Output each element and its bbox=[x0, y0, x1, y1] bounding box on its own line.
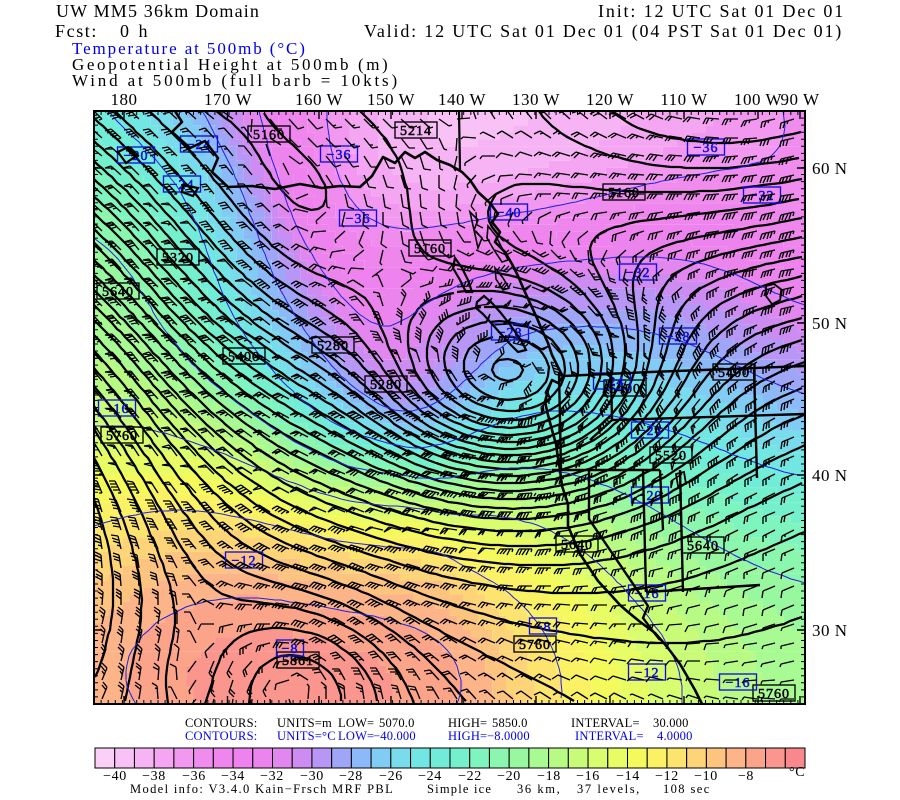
svg-text:−12: −12 bbox=[232, 554, 257, 569]
svg-text:5861: 5861 bbox=[282, 654, 314, 669]
svg-text:5160: 5160 bbox=[414, 242, 446, 257]
svg-text:−16: −16 bbox=[105, 402, 130, 417]
svg-text:5520: 5520 bbox=[655, 449, 687, 464]
svg-text:−36: −36 bbox=[694, 141, 719, 156]
svg-text:−8: −8 bbox=[282, 642, 299, 657]
svg-text:5760: 5760 bbox=[758, 687, 790, 702]
svg-text:5280: 5280 bbox=[317, 339, 349, 354]
svg-text:−32: −32 bbox=[626, 266, 651, 281]
svg-text:−20: −20 bbox=[638, 489, 663, 504]
svg-text:−36: −36 bbox=[346, 212, 371, 227]
svg-text:−40: −40 bbox=[497, 206, 522, 221]
svg-text:−16: −16 bbox=[726, 676, 751, 691]
svg-text:5280: 5280 bbox=[370, 378, 402, 393]
svg-text:−36: −36 bbox=[327, 148, 352, 163]
svg-text:5760: 5760 bbox=[106, 429, 138, 444]
svg-text:5640: 5640 bbox=[102, 285, 134, 300]
svg-text:5214: 5214 bbox=[400, 124, 432, 139]
svg-text:5400: 5400 bbox=[609, 382, 641, 397]
svg-text:5160: 5160 bbox=[253, 128, 285, 143]
